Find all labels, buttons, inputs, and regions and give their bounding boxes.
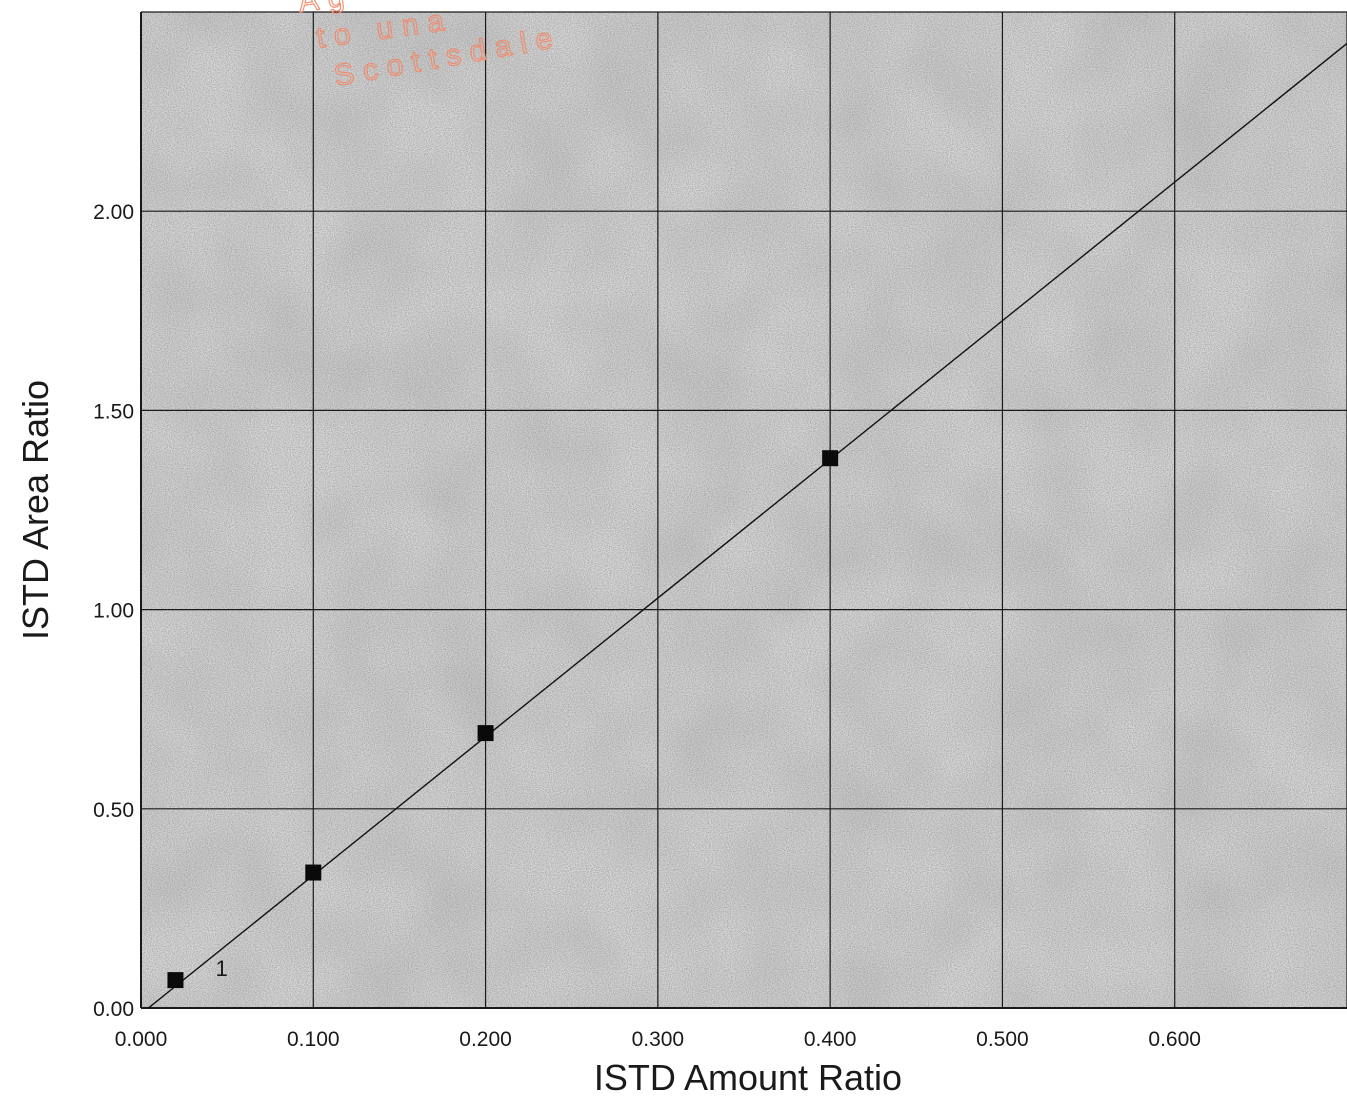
annotations: 1 bbox=[215, 956, 227, 981]
data-points bbox=[167, 450, 839, 989]
y-tick-label: 0.50 bbox=[93, 799, 134, 822]
point-annotation: 1 bbox=[215, 956, 227, 981]
x-tick-label: 0.300 bbox=[632, 1028, 685, 1051]
y-tick-label: 1.50 bbox=[93, 400, 134, 423]
y-tick-labels: 0.00 0.50 1.00 1.50 2.00 bbox=[93, 201, 134, 1021]
y-tick-label: 1.00 bbox=[93, 600, 134, 623]
plot-texture bbox=[141, 12, 1347, 1008]
grid-lines bbox=[140, 11, 1347, 1009]
y-tick-label: 2.00 bbox=[93, 201, 134, 224]
x-tick-label: 0.400 bbox=[804, 1028, 857, 1051]
data-point bbox=[822, 450, 839, 467]
data-point bbox=[305, 864, 322, 881]
x-tick-label: 0.600 bbox=[1148, 1028, 1201, 1051]
x-tick-label: 0.200 bbox=[459, 1028, 512, 1051]
data-point bbox=[167, 972, 184, 989]
x-axis-title: ISTD Amount Ratio bbox=[594, 1057, 902, 1098]
fit-line bbox=[147, 42, 1347, 1008]
y-tick-label: 0.00 bbox=[93, 998, 134, 1021]
fit-line-segment bbox=[147, 42, 1347, 1008]
x-tick-label: 0.000 bbox=[115, 1028, 168, 1051]
x-tick-label: 0.100 bbox=[287, 1028, 340, 1051]
x-tick-label: 0.500 bbox=[976, 1028, 1029, 1051]
data-point bbox=[477, 725, 494, 742]
x-tick-labels: 0.000 0.100 0.200 0.300 0.400 0.500 0.600 bbox=[115, 1028, 1201, 1051]
y-axis-title: ISTD Area Ratio bbox=[15, 380, 56, 640]
